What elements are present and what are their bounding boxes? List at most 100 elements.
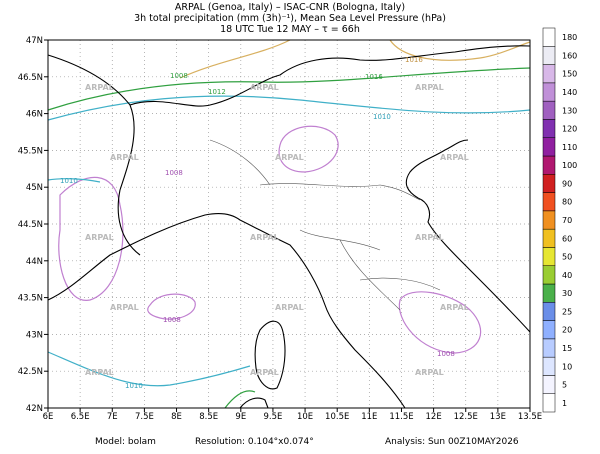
lon-tick-label: 10.5E: [325, 412, 349, 422]
isobar-label: 1016: [405, 56, 423, 64]
watermark: ARPAL: [415, 368, 444, 377]
lon-tick-label: 12.5E: [454, 412, 478, 422]
coastline: [254, 320, 286, 390]
watermark: ARPAL: [440, 153, 469, 162]
watermark: ARPAL: [250, 368, 279, 377]
lon-tick-label: 6E: [43, 412, 54, 422]
isobar-label: 1008: [170, 72, 188, 80]
border: [209, 139, 441, 311]
footer-analysis: Analysis: Sun 00Z10MAY2026: [385, 437, 519, 447]
lat-tick-label: 42N: [26, 404, 43, 414]
colorbar-segment: [542, 356, 556, 376]
colorbar-segment: [542, 338, 556, 358]
lat-tick-label: 45.5N: [18, 146, 43, 156]
lon-tick-label: 13.5E: [518, 412, 542, 422]
colorbar-label: 180: [562, 33, 577, 42]
colorbar-label: 1: [562, 399, 567, 408]
coastline: [47, 213, 406, 409]
isobar: [47, 351, 251, 387]
colorbar-label: 10: [562, 362, 572, 371]
watermark: ARPAL: [440, 303, 469, 312]
colorbar-segment: [542, 210, 556, 230]
lat-tick-label: 46N: [26, 110, 43, 120]
isobar: [47, 67, 531, 111]
isobar: [47, 178, 101, 183]
lat-tick-label: 42.5N: [18, 367, 43, 377]
colorbar-label: 160: [562, 51, 577, 60]
colorbar-segment: [542, 100, 556, 120]
isobar: [224, 390, 256, 409]
lat-tick-label: 43.5N: [18, 294, 43, 304]
coastline: [239, 397, 269, 409]
colorbar-segment: [542, 320, 556, 340]
colorbar-label: 130: [562, 106, 577, 115]
watermark: ARPAL: [415, 233, 444, 242]
lat-tick-label: 44.5N: [18, 220, 43, 230]
coastline: [405, 139, 531, 333]
watermark: ARPAL: [85, 233, 114, 242]
lat-tick-label: 44N: [26, 257, 43, 267]
colorbar-segment: [542, 375, 556, 394]
colorbar-label: 80: [562, 198, 572, 207]
colorbar-label: 90: [562, 179, 572, 188]
isobar-label: 1010: [373, 113, 391, 121]
watermark: ARPAL: [275, 153, 304, 162]
footer-resolution: Resolution: 0.104°x0.074°: [195, 437, 314, 447]
colorbar: 1510152025304050607080901001101201301401…: [542, 27, 577, 413]
watermark: ARPAL: [250, 83, 279, 92]
colorbar-label: 30: [562, 289, 572, 298]
lon-tick-label: 9.5E: [263, 412, 282, 422]
lon-tick-label: 12E: [426, 412, 442, 422]
colorbar-label: 140: [562, 88, 577, 97]
colorbar-segment: [542, 82, 556, 102]
colorbar-label: 40: [562, 271, 572, 280]
isobar: [398, 291, 482, 354]
lon-tick-label: 13E: [490, 412, 506, 422]
colorbar-segment: [542, 46, 556, 65]
colorbar-label: 120: [562, 125, 577, 134]
colorbar-segment: [542, 247, 556, 266]
colorbar-label: 5: [562, 381, 567, 390]
watermark: ARPAL: [415, 83, 444, 92]
colorbar-label: 150: [562, 70, 577, 79]
lon-tick-label: 9E: [235, 412, 246, 422]
isobar-label: 1016: [365, 73, 383, 81]
header-line: ARPAL (Genoa, Italy) – ISAC-CNR (Bologna…: [175, 2, 405, 13]
watermark: ARPAL: [250, 233, 279, 242]
watermark: ARPAL: [110, 153, 139, 162]
header-line: 3h total precipitation (mm (3h)⁻¹), Mean…: [134, 13, 446, 24]
isobar: [278, 125, 339, 173]
colorbar-segment: [542, 265, 556, 285]
watermarks: ARPAL ARPAL ARPAL ARPAL ARPAL ARPAL ARPAL ARPAL…: [85, 83, 469, 377]
lon-tick-label: 8.5E: [199, 412, 218, 422]
colorbar-label: 25: [562, 307, 572, 316]
grid: [44, 39, 531, 412]
lat-tick-label: 43N: [26, 330, 43, 340]
lon-tick-label: 10E: [297, 412, 313, 422]
colorbar-segment: [542, 64, 556, 84]
isobar-label: 1008: [165, 169, 183, 177]
colorbar-label: 20: [562, 326, 572, 335]
colorbar-label: 70: [562, 216, 572, 225]
lat-tick-label: 47N: [26, 36, 43, 46]
lon-tick-label: 6.5E: [71, 412, 90, 422]
isobar-label: 1010: [125, 382, 143, 390]
colorbar-label: 15: [562, 344, 572, 353]
footer-model: Model: bolam: [95, 437, 156, 447]
lon-tick-label: 11E: [361, 412, 377, 422]
colorbar-segment: [542, 393, 556, 413]
isobar: [179, 39, 531, 79]
isobar-label: 1010: [60, 177, 78, 185]
isobar: [147, 293, 196, 320]
colorbar-segment: [542, 283, 556, 303]
lon-tick-label: 7.5E: [135, 412, 154, 422]
colorbar-segment: [542, 155, 556, 175]
watermark: ARPAL: [85, 368, 114, 377]
watermark: ARPAL: [275, 303, 304, 312]
lon-tick-label: 8E: [171, 412, 182, 422]
watermark: ARPAL: [85, 83, 114, 92]
header-line: 18 UTC Tue 12 MAY – τ = 66h: [220, 24, 360, 35]
map: ARPAL ARPAL ARPAL ARPAL ARPAL ARPAL ARPAL ARPAL…: [44, 39, 531, 412]
map-frame: [47, 39, 531, 409]
